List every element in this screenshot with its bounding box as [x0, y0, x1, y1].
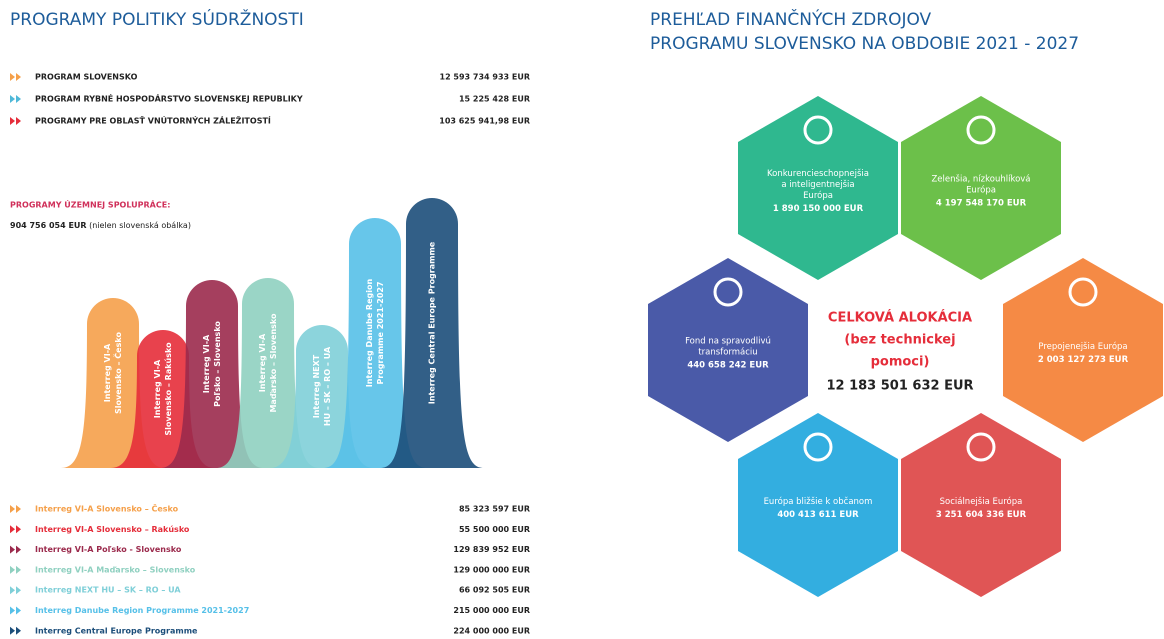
- bell-label: Interreg VI-A Maďarsko – Slovensko: [258, 313, 278, 413]
- program-amount: 129 839 952 EUR: [453, 545, 530, 554]
- bell-text: HU – SK – RO – UA: [323, 346, 332, 426]
- icon: [713, 277, 743, 307]
- bell-text: Slovensko – Česko: [112, 332, 123, 414]
- icon: [966, 115, 996, 145]
- hexagon: [648, 258, 808, 442]
- arrow: [10, 606, 21, 615]
- objective-amount: 4 197 548 170 EUR: [936, 199, 1027, 209]
- center-text: CELKOVÁ ALOKÁCIA: [828, 310, 972, 326]
- right-title: PROGRAMU SLOVENSKO NA OBDOBIE 2021 - 202…: [650, 34, 1079, 54]
- program-amount: 85 323 597 EUR: [459, 505, 530, 514]
- bell-text: Maďarsko – Slovensko: [269, 313, 278, 413]
- icon: [803, 115, 833, 145]
- arrow: [10, 586, 21, 595]
- bell-text: Interreg VI-A: [103, 343, 112, 402]
- cooperation-total: 904 756 054 EUR (nielen slovenská obálka…: [10, 221, 191, 230]
- objective-name: Sociálnejšia Európa: [940, 496, 1023, 507]
- objective-amount: 3 251 604 336 EUR: [936, 510, 1027, 520]
- note: (nielen slovenská obálka): [89, 221, 191, 230]
- cooperation-heading: PROGRAMY ÚZEMNEJ SPOLUPRÁCE:: [10, 199, 170, 210]
- bell-text: Interreg VI-A: [153, 359, 162, 418]
- bell-text: Interreg Central Europe Programme: [428, 241, 437, 404]
- arrow: [10, 95, 21, 103]
- center-total: 12 183 501 632 EUR: [826, 379, 973, 394]
- program-name: Interreg VI-A Maďarsko – Slovensko: [35, 565, 196, 574]
- total: 904 756 054 EUR: [10, 221, 87, 230]
- bell-text: Programme 2021-2027: [376, 281, 385, 384]
- objective-amount: 1 890 150 000 EUR: [773, 204, 864, 214]
- program-amount: 129 000 000 EUR: [453, 565, 530, 574]
- hexagon: [901, 413, 1061, 597]
- arrow: [10, 525, 21, 534]
- objective-amount: 440 658 242 EUR: [687, 361, 769, 371]
- program-amount: 224 000 000 EUR: [453, 626, 530, 635]
- objective-amount: 2 003 127 273 EUR: [1038, 355, 1129, 365]
- bell-shape: [160, 280, 264, 468]
- objective-name: Európa bližšie k občanom: [764, 496, 873, 507]
- program-amount: 103 625 941,98 EUR: [439, 117, 530, 126]
- bell-label: Interreg Danube Region Programme 2021-202…: [365, 279, 385, 388]
- bell-text: Interreg VI-A: [202, 334, 211, 393]
- objective-name: Prepojenejšia Európa: [1038, 341, 1127, 352]
- bell-text: Interreg VI-A: [258, 333, 267, 392]
- objective-name: a inteligentnejšia: [781, 179, 854, 190]
- program-name: Interreg Danube Region Programme 2021-20…: [35, 606, 249, 615]
- program-amount: 215 000 000 EUR: [453, 606, 530, 615]
- bell-label: Interreg VI-A Slovensko – Rakúsko: [153, 342, 173, 436]
- objective-name: Fond na spravodlivú: [685, 337, 771, 347]
- arrow: [10, 117, 21, 125]
- objective-name: Európa: [803, 190, 833, 201]
- bell-text: Slovensko – Rakúsko: [164, 342, 173, 436]
- arrow: [10, 545, 21, 554]
- program-amount: 15 225 428 EUR: [459, 95, 530, 104]
- program-name: PROGRAM SLOVENSKO: [35, 73, 138, 82]
- arrow: [10, 505, 21, 513]
- arrow: [10, 565, 21, 574]
- program-name: Interreg NEXT HU – SK – RO – UA: [35, 586, 181, 595]
- program-name: PROGRAM RYBNÉ HOSPODÁRSTVO SLOVENSKEJ RE…: [35, 93, 303, 104]
- left-title: PROGRAMY POLITIKY SÚDRŽNOSTI: [10, 8, 304, 30]
- objective-name: transformáciu: [698, 348, 757, 358]
- objective-name: Konkurencieschopnejšia: [767, 168, 869, 179]
- objective-amount: 400 413 611 EUR: [777, 510, 859, 520]
- objective-name: Európa: [966, 185, 996, 196]
- hexagon: [901, 96, 1061, 280]
- arrow: [10, 626, 21, 635]
- program-amount: 12 593 734 933 EUR: [440, 73, 531, 82]
- objective-name: Zelenšia, nízkouhlíková: [931, 174, 1030, 185]
- program-amount: 55 500 000 EUR: [459, 525, 530, 534]
- bell-label: Interreg VI-A Slovensko – Česko: [103, 332, 123, 414]
- program-name: PROGRAMY PRE OBLASŤ VNÚTORNÝCH ZÁLEŽITOS…: [35, 115, 271, 126]
- right-title: PREHĽAD FINANČNÝCH ZDROJOV: [650, 8, 932, 30]
- program-name: Interreg VI-A Slovensko – Rakúsko: [35, 525, 190, 534]
- program-name: Interreg Central Europe Programme: [35, 626, 198, 635]
- icon: [966, 432, 996, 462]
- hexagon: [738, 96, 898, 280]
- program-name: Interreg VI-A Slovensko – Česko: [35, 503, 179, 514]
- hexagon: [738, 413, 898, 597]
- program-amount: 66 092 505 EUR: [459, 586, 530, 595]
- bell-text: Interreg Danube Region: [365, 279, 374, 388]
- bell-shape: [323, 218, 427, 468]
- bell-label: Interreg Central Europe Programme: [428, 241, 437, 404]
- icon: [1068, 277, 1098, 307]
- bell-label: Interreg NEXT HU – SK – RO – UA: [312, 346, 332, 426]
- bell-label: Interreg VI-A Poľsko – Slovensko: [202, 321, 222, 407]
- bell-shape: [380, 198, 484, 468]
- hexagon: [1003, 258, 1163, 442]
- center-text: pomoci): [871, 355, 930, 370]
- bell-text: Poľsko – Slovensko: [213, 321, 222, 407]
- arrow: [10, 73, 21, 81]
- icon: [803, 432, 833, 462]
- bell-text: Interreg NEXT: [312, 354, 321, 418]
- program-name: Interreg VI-A Poľsko - Slovensko: [35, 545, 182, 554]
- center-text: (bez technickej: [844, 333, 955, 348]
